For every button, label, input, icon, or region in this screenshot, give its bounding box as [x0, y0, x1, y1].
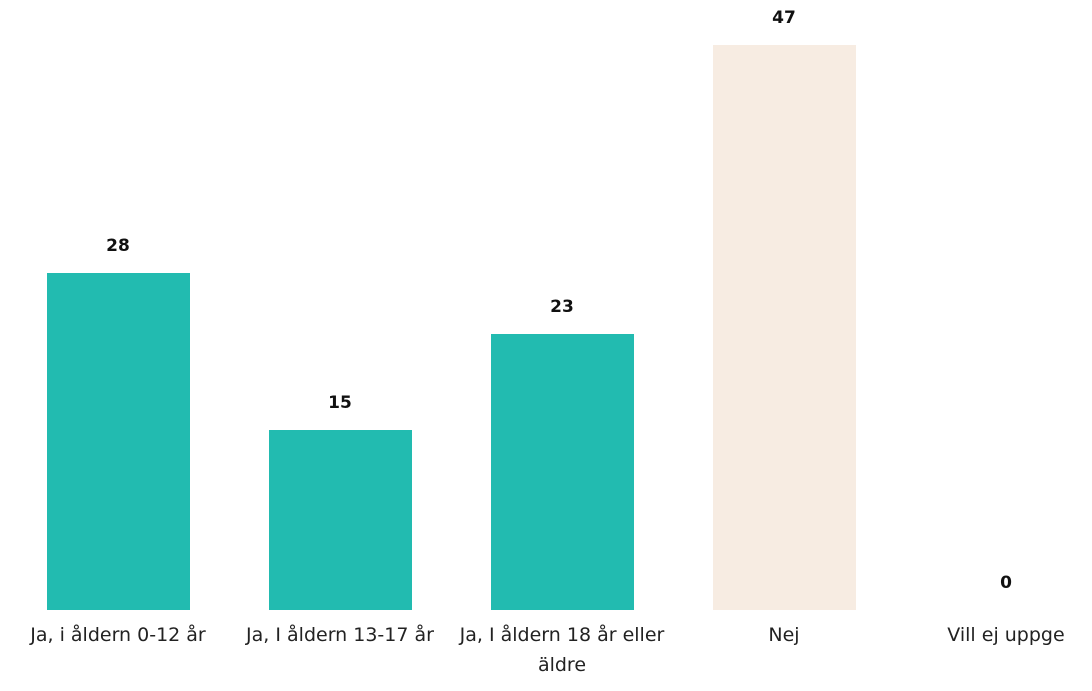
bar	[268, 429, 412, 610]
category-label: Ja, I åldern 18 år eller äldre	[459, 624, 665, 676]
value-label: 0	[1000, 573, 1012, 593]
bar	[712, 45, 856, 610]
bar	[490, 333, 634, 610]
value-label: 28	[106, 236, 130, 257]
category-label: Nej	[768, 624, 800, 646]
value-label: 15	[328, 392, 352, 413]
value-label: 47	[772, 8, 796, 28]
category-label: Vill ej uppge	[947, 624, 1065, 646]
value-label: 23	[550, 296, 574, 317]
bar	[46, 273, 190, 610]
category-label: Ja, I åldern 13-17 år	[246, 624, 434, 646]
category-label: Ja, i åldern 0-12 år	[30, 624, 206, 646]
